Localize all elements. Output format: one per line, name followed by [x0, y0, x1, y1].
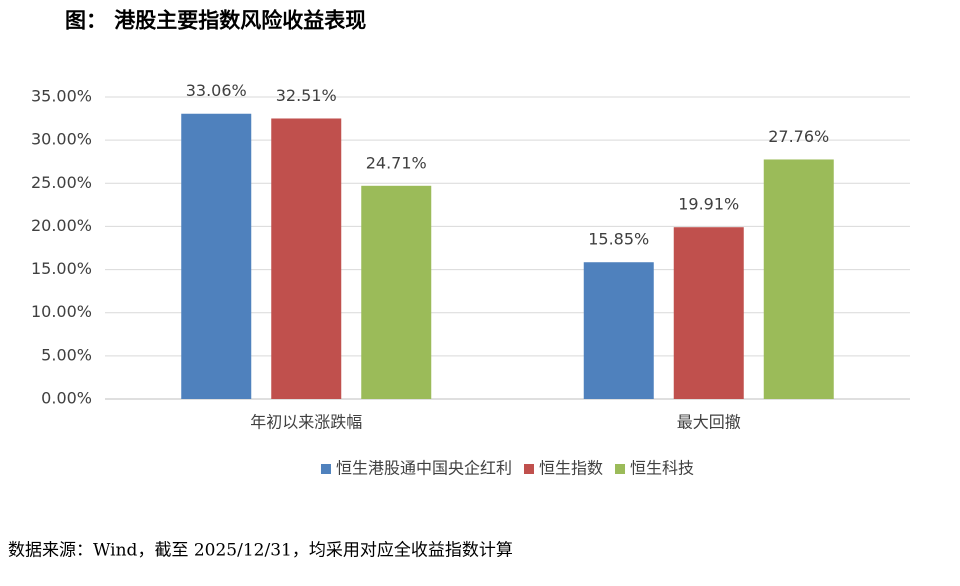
y-tick-label: 5.00% [41, 345, 92, 364]
value-label: 24.71% [366, 153, 427, 172]
y-tick-label: 20.00% [31, 216, 92, 235]
bar [361, 185, 432, 399]
bar [583, 262, 654, 399]
x-tick-label: 年初以来涨跌幅 [250, 413, 362, 432]
bar [181, 113, 252, 399]
x-tick-label: 最大回撤 [677, 413, 741, 432]
y-tick-label: 35.00% [31, 87, 92, 106]
source-note: 数据来源：Wind，截至 2025/12/31，均采用对应全收益指数计算 [8, 541, 513, 561]
legend-label: 恒生指数 [539, 459, 603, 478]
y-tick-label: 15.00% [31, 259, 92, 278]
value-label: 19.91% [678, 195, 739, 214]
y-tick-label: 0.00% [41, 389, 92, 408]
value-label: 27.76% [768, 127, 829, 146]
bar [271, 118, 342, 400]
value-label: 15.85% [588, 230, 649, 249]
value-label: 33.06% [186, 81, 247, 100]
legend-swatch [320, 464, 331, 474]
value-label: 32.51% [276, 86, 337, 105]
legend-label: 恒生港股通中国央企红利 [336, 459, 512, 478]
bar [763, 159, 834, 399]
legend-swatch [615, 464, 626, 474]
legend-label: 恒生科技 [630, 459, 694, 478]
y-tick-label: 30.00% [31, 130, 92, 149]
y-tick-label: 25.00% [31, 173, 92, 192]
bar [673, 227, 744, 399]
legend-swatch [523, 464, 534, 474]
legend: 恒生港股通中国央企红利 恒生指数 恒生科技 [320, 459, 694, 478]
y-tick-label: 10.00% [31, 302, 92, 321]
chart-title: 图： 港股主要指数风险收益表现 [65, 8, 366, 33]
